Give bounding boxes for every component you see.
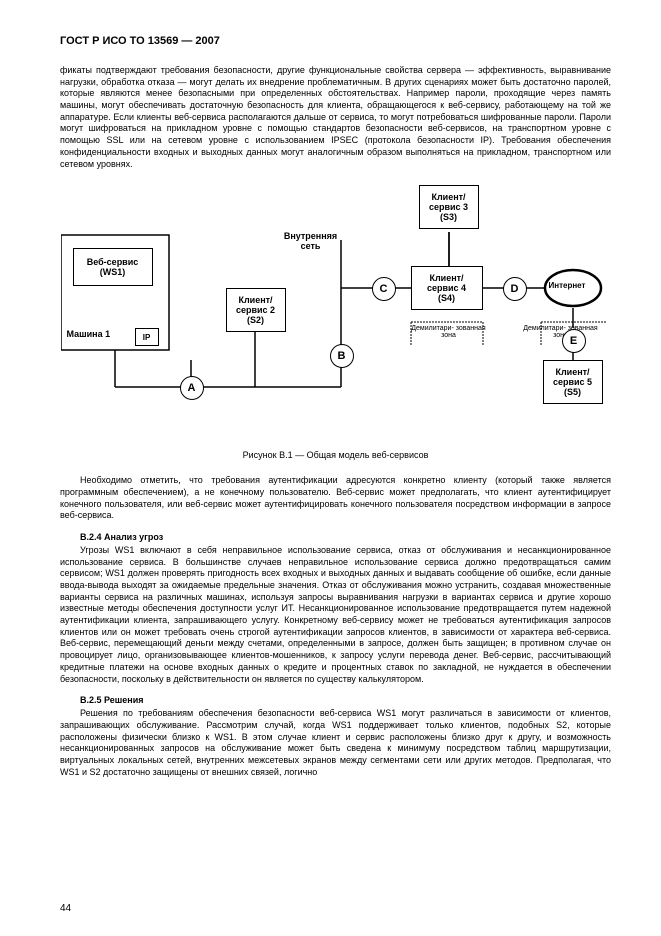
circle-e: E [562, 329, 586, 353]
diagram-connectors [61, 180, 611, 440]
label: (WS1) [76, 267, 150, 277]
label: (S5) [546, 387, 600, 397]
page-number: 44 [60, 903, 71, 914]
circle-a: A [180, 376, 204, 400]
document-header: ГОСТ Р ИСО ТО 13569 — 2007 [60, 35, 611, 47]
label: (S4) [414, 293, 480, 303]
node-s4: Клиент/ сервис 4 (S4) [411, 266, 483, 310]
label: Клиент/ [546, 367, 600, 377]
paragraph-3: Угрозы WS1 включают в себя неправильное … [60, 545, 611, 685]
section-title-1: В.2.4 Анализ угроз [60, 532, 611, 542]
label: сервис 3 [422, 202, 476, 212]
label-machine1: Машина 1 [67, 330, 111, 340]
section-title-2: В.2.5 Решения [60, 695, 611, 705]
paragraph-4: Решения по требованиям обеспечения безоп… [60, 708, 611, 778]
circle-b: B [330, 344, 354, 368]
paragraph-2: Необходимо отметить, что требования ауте… [60, 475, 611, 522]
label: сервис 5 [546, 377, 600, 387]
figure-caption: Рисунок В.1 — Общая модель веб-сервисов [60, 450, 611, 460]
label: Клиент/ [422, 192, 476, 202]
node-ip: IP [135, 328, 159, 346]
node-s2: Клиент/ сервис 2 (S2) [226, 288, 286, 332]
document-page: ГОСТ Р ИСО ТО 13569 — 2007 фикаты подтве… [0, 0, 661, 936]
label: (S3) [422, 212, 476, 222]
figure-b1: Веб-сервис (WS1) Машина 1 IP Клиент/ сер… [61, 180, 611, 440]
paragraph-1: фикаты подтверждают требования безопасно… [60, 65, 611, 170]
label: сервис 2 [229, 305, 283, 315]
label-dmz-1: Демилитари- зованная зона [409, 325, 489, 339]
circle-c: C [372, 277, 396, 301]
label: (S2) [229, 315, 283, 325]
node-s5: Клиент/ сервис 5 (S5) [543, 360, 603, 404]
label: Клиент/ [414, 273, 480, 283]
label-internet: Интернет [549, 282, 586, 291]
label: Веб-сервис [76, 257, 150, 267]
node-ws1: Веб-сервис (WS1) [73, 248, 153, 286]
node-s3: Клиент/ сервис 3 (S3) [419, 185, 479, 229]
label: сервис 4 [414, 283, 480, 293]
label-inner-net: Внутренняя сеть [276, 232, 346, 252]
label: Клиент/ [229, 295, 283, 305]
circle-d: D [503, 277, 527, 301]
label-dmz-2: Демилитари- зованная зона [521, 325, 601, 339]
